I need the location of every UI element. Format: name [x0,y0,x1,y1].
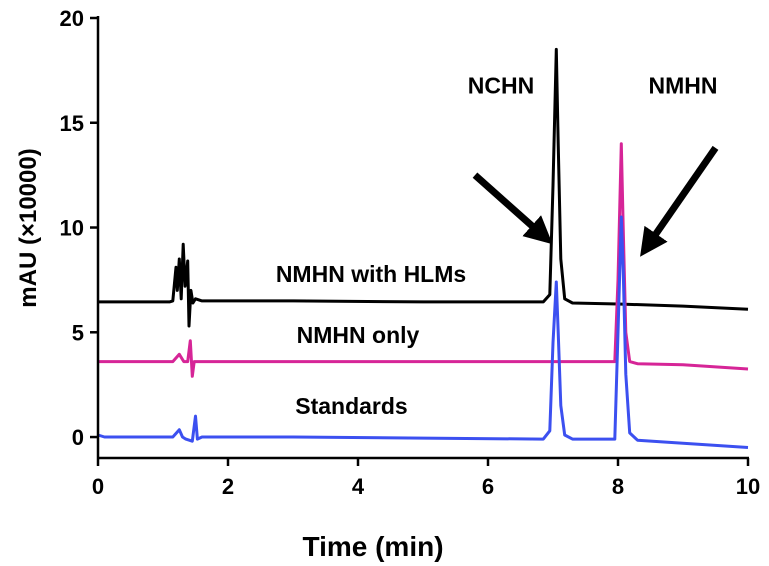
plot-area [97,47,749,449]
x-tick-label: 0 [92,474,104,499]
y-tick-label: 20 [60,6,84,31]
y-tick-label: 5 [72,320,84,345]
nchn-arrow [472,172,553,245]
trace-label-only: NMHN only [297,322,420,348]
x-tick-label: 2 [222,474,234,499]
x-axis-title: Time (min) [302,531,443,562]
trace-label-hlms: NMHN with HLMs [276,261,466,287]
series-line-nmhn-with-hlms [98,47,749,328]
series-line-standards [97,215,749,449]
trace-label-standards: Standards [295,393,407,419]
nmhn-arrow [640,145,719,257]
series-line-nmhn-only [98,142,749,378]
x-tick-label: 4 [352,474,365,499]
x-tick-label: 8 [612,474,624,499]
y-tick-label: 0 [72,425,84,450]
x-tick-label: 10 [736,474,760,499]
x-tick-label: 6 [482,474,494,499]
axes: 0 2 4 6 8 10 0 5 10 15 20 [60,6,761,499]
y-tick-label: 15 [60,111,84,136]
y-tick-label: 10 [60,216,84,241]
labels: Time (min) mAU (×10000) NMHN with HLMs NMHN… [15,72,719,562]
peak-label-nchn: NCHN [468,72,534,98]
peak-label-nmhn: NMHN [649,72,718,98]
y-axis-title: mAU (×10000) [15,148,42,307]
